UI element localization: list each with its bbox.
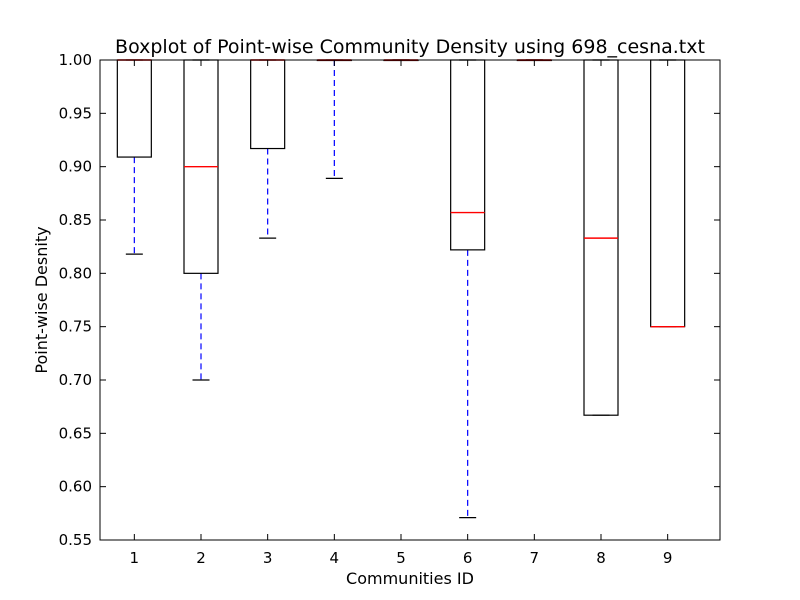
box-body bbox=[650, 59, 686, 328]
box-1 bbox=[116, 59, 152, 255]
y-tick-label: 0.65 bbox=[59, 424, 92, 442]
y-tick-label: 0.90 bbox=[59, 158, 92, 176]
x-tick-label: 5 bbox=[396, 549, 406, 567]
x-tick-label: 2 bbox=[196, 549, 206, 567]
y-tick-label: 0.75 bbox=[59, 318, 92, 336]
y-tick-label: 0.80 bbox=[59, 264, 92, 282]
box-4 bbox=[316, 59, 352, 179]
x-axis-label: Communities ID bbox=[346, 569, 474, 588]
box-body bbox=[450, 59, 486, 251]
box-body bbox=[116, 59, 152, 158]
x-tick-label: 7 bbox=[530, 549, 540, 567]
x-tick-label: 1 bbox=[130, 549, 140, 567]
box-6 bbox=[450, 59, 486, 519]
x-axis: 1 2 3 4 5 6 7 8 9 bbox=[130, 60, 673, 567]
x-tick-label: 6 bbox=[463, 549, 473, 567]
y-tick-label: 0.85 bbox=[59, 211, 92, 229]
y-tick-label: 0.60 bbox=[59, 478, 92, 496]
y-tick-label: 0.95 bbox=[59, 104, 92, 122]
chart-title: Boxplot of Point-wise Community Density … bbox=[115, 36, 705, 58]
y-axis: 0.55 0.60 0.65 0.70 0.75 0.80 0.85 0.90 0.95 1.00 bbox=[59, 51, 720, 549]
y-axis-label: Point-wise Desnity bbox=[32, 226, 51, 373]
box-body bbox=[250, 59, 286, 150]
y-tick-label: 1.00 bbox=[59, 51, 92, 69]
y-tick-label: 0.70 bbox=[59, 371, 92, 389]
x-tick-label: 9 bbox=[663, 549, 673, 567]
plot-content bbox=[116, 59, 686, 519]
box-2 bbox=[183, 59, 219, 381]
box-8 bbox=[583, 59, 619, 416]
y-tick-label: 0.55 bbox=[59, 531, 92, 549]
x-tick-label: 3 bbox=[263, 549, 273, 567]
plot-frame bbox=[99, 59, 721, 541]
box-9 bbox=[650, 59, 686, 328]
box-3 bbox=[250, 59, 286, 239]
x-tick-label: 4 bbox=[330, 549, 340, 567]
x-tick-label: 8 bbox=[596, 549, 606, 567]
